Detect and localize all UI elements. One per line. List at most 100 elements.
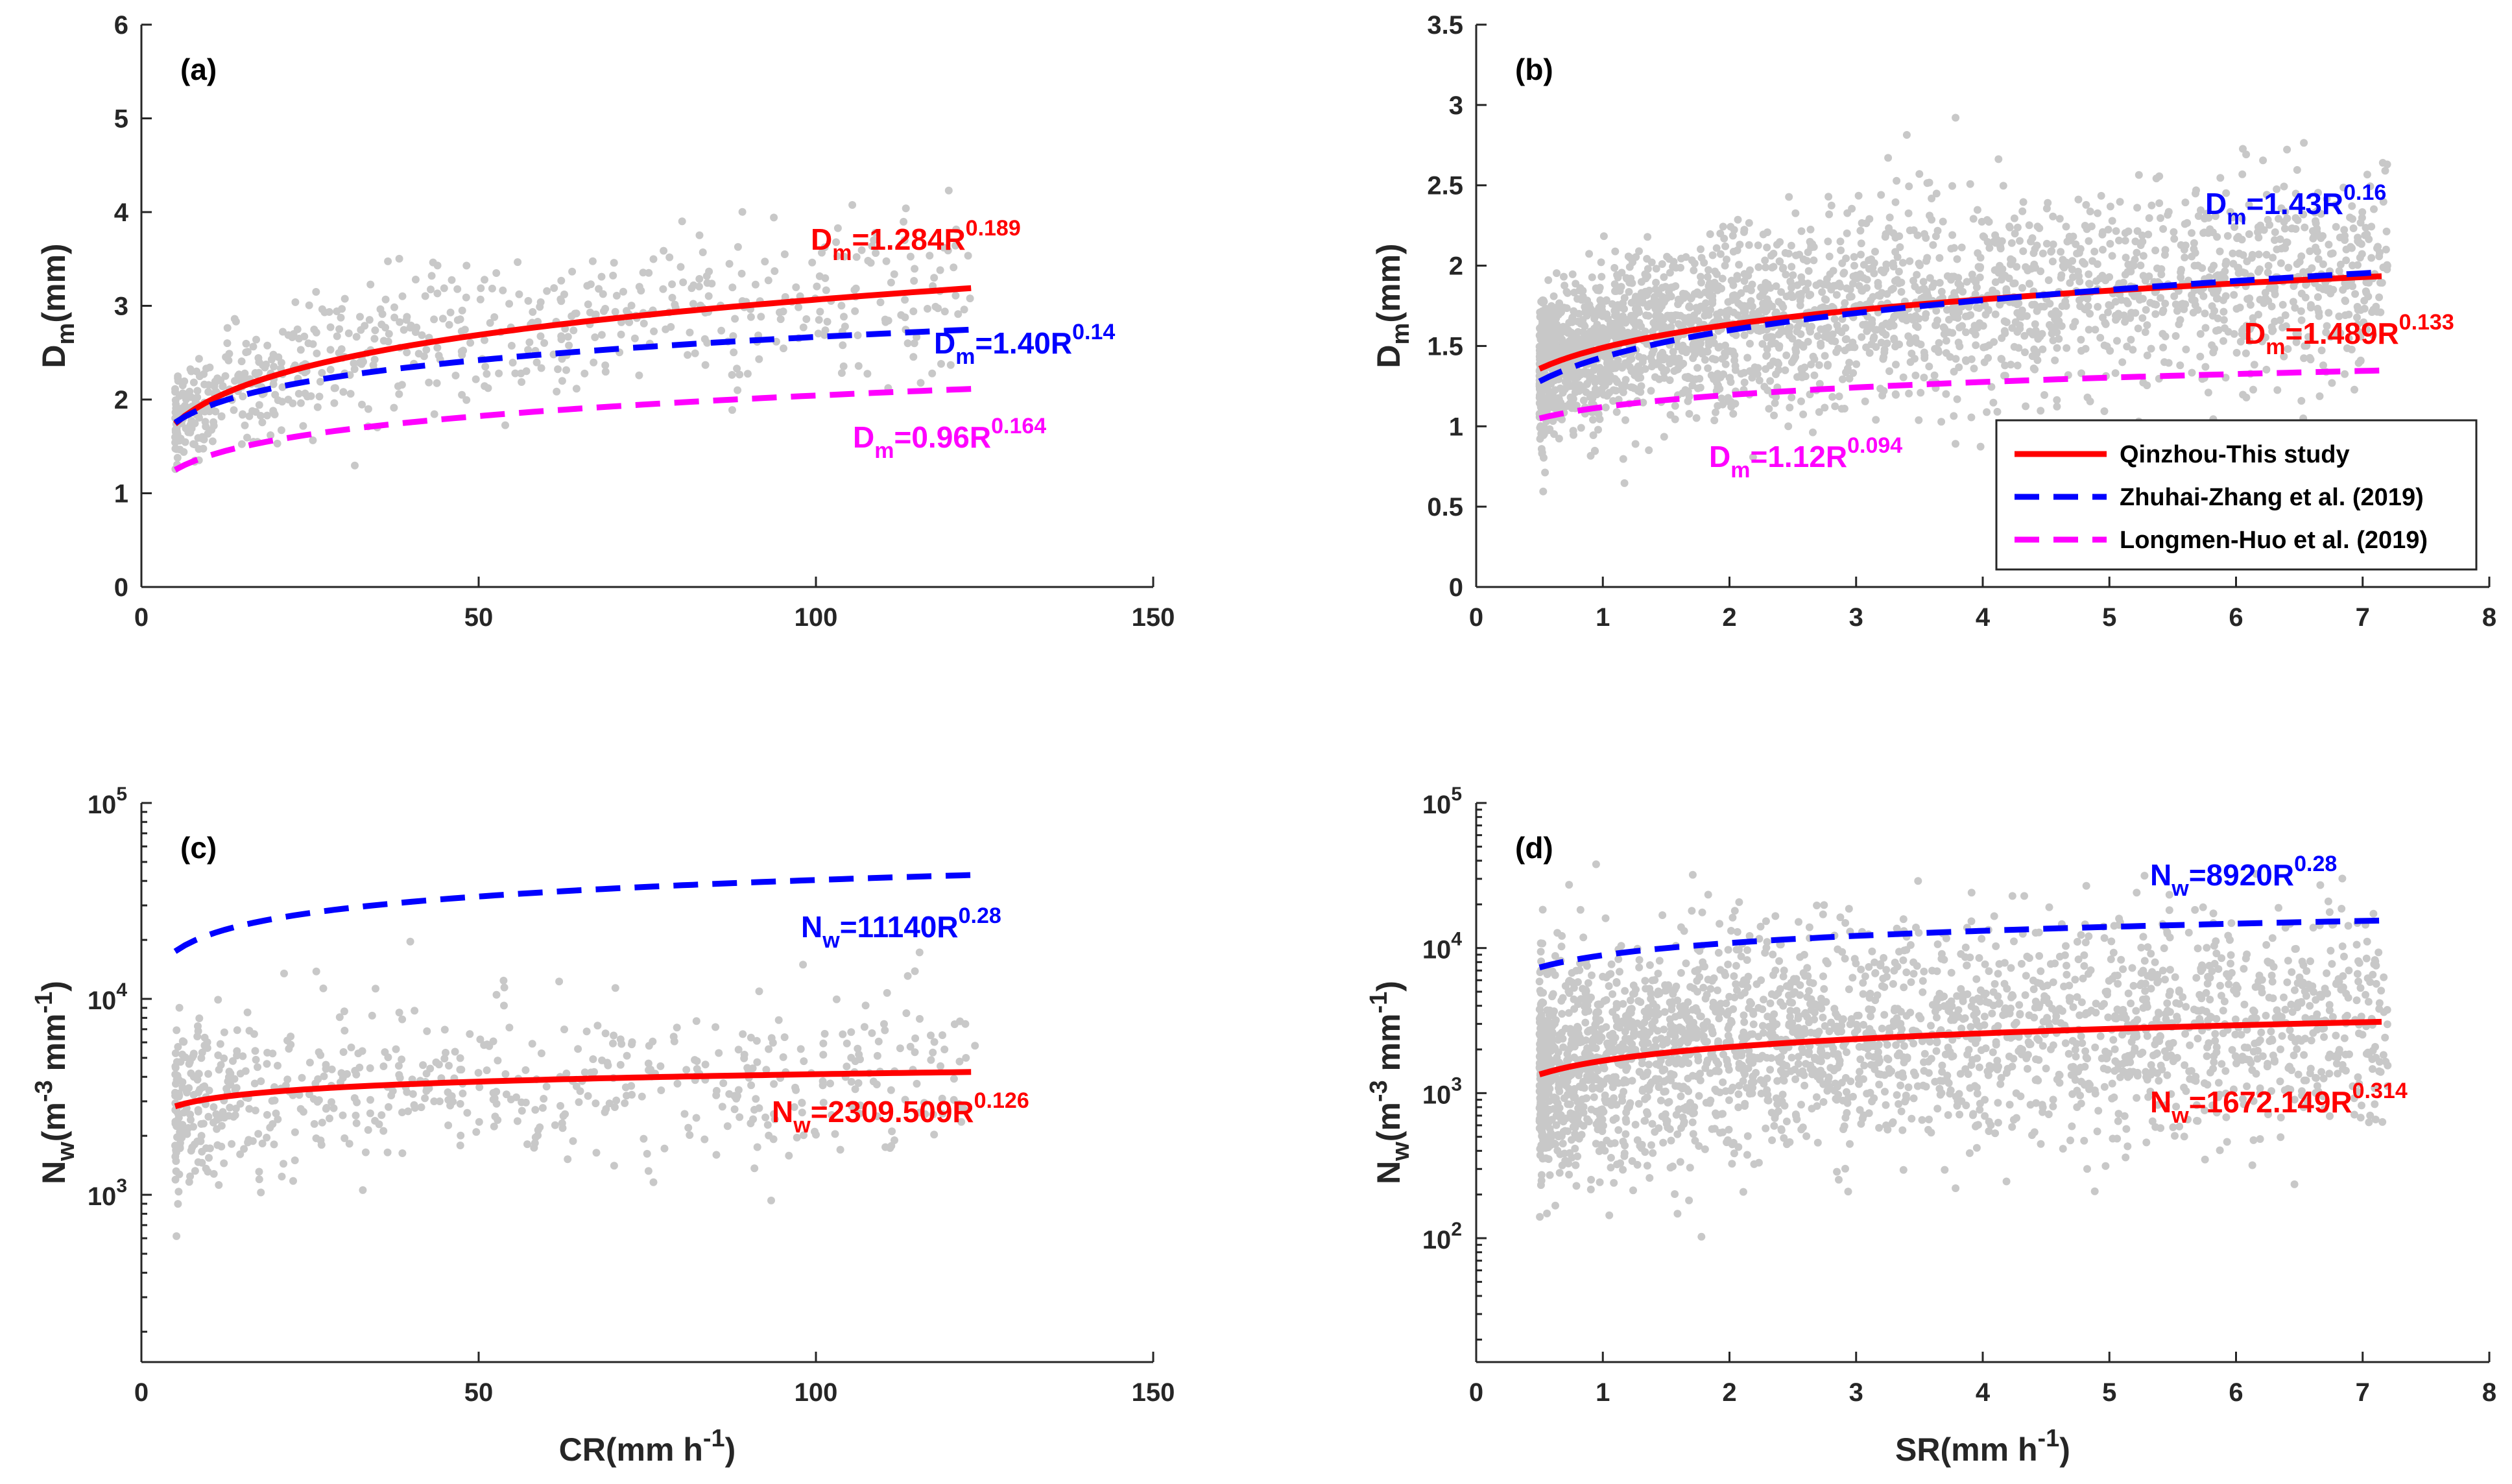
scatter-point (346, 390, 355, 398)
scatter-point (1850, 253, 1858, 261)
scatter-point (2101, 318, 2109, 327)
scatter-point (1925, 1116, 1933, 1123)
scatter-point (1730, 291, 1739, 300)
scatter-point (2147, 201, 2156, 209)
scatter-point (2057, 248, 2065, 256)
scatter-point (1585, 250, 1594, 258)
scatter-point (194, 1106, 202, 1114)
scatter-point (1697, 278, 1705, 287)
scatter-point (433, 344, 442, 352)
scatter-point (1817, 325, 1825, 333)
scatter-point (910, 339, 918, 348)
scatter-point (1721, 360, 1730, 368)
scatter-point (359, 1186, 367, 1194)
scatter-point (409, 1090, 417, 1098)
scatter-point (1818, 288, 1826, 296)
scatter-point (1795, 250, 1804, 259)
scatter-point (180, 1038, 188, 1046)
scatter-point (316, 377, 324, 386)
scatter-point (463, 1108, 472, 1117)
scatter-point (2078, 1039, 2087, 1047)
scatter-point (2073, 1103, 2081, 1111)
scatter-point (2009, 256, 2016, 265)
scatter-point (1782, 351, 1791, 359)
scatter-point (1929, 241, 1937, 249)
scatter-point (864, 257, 872, 265)
scatter-point (2121, 237, 2129, 245)
scatter-point (1944, 1111, 1952, 1119)
scatter-point (2291, 214, 2300, 222)
scatter-point (283, 1036, 291, 1045)
scatter-point (1825, 210, 1834, 219)
scatter-point (2366, 1111, 2374, 1119)
scatter-point (2264, 269, 2272, 277)
scatter-point (1784, 422, 1793, 431)
scatter-point (798, 1099, 806, 1107)
scatter-point (2025, 221, 2033, 230)
scatter-point (1980, 358, 1989, 366)
scatter-point (173, 453, 182, 462)
scatter-point (1674, 295, 1682, 304)
scatter-point (592, 1099, 600, 1108)
scatter-point (1743, 353, 1752, 362)
scatter-point (180, 448, 188, 456)
scatter-point (209, 422, 218, 430)
scatter-point (291, 1156, 299, 1164)
scatter-point (950, 1075, 958, 1083)
scatter-point (1564, 1009, 1573, 1017)
scatter-point (2031, 365, 2039, 374)
scatter-point (2085, 932, 2093, 940)
scatter-point (193, 387, 202, 395)
scatter-point (1675, 354, 1683, 363)
scatter-point (1596, 415, 1604, 424)
scatter-point (1913, 231, 1922, 239)
scatter-point (2091, 326, 2099, 334)
scatter-point (680, 1110, 689, 1118)
scatter-point (2309, 227, 2317, 235)
scatter-point (193, 1075, 202, 1084)
scatter-point (1969, 215, 1978, 223)
scatter-point (2221, 267, 2229, 276)
scatter-point (2345, 334, 2353, 342)
scatter-point (2081, 939, 2090, 946)
scatter-point (173, 1071, 182, 1080)
scatter-point (955, 1057, 964, 1066)
scatter-point (1629, 1186, 1637, 1195)
scatter-point (592, 310, 600, 318)
scatter-point (1575, 369, 1583, 377)
scatter-point (1779, 303, 1788, 311)
scatter-point (610, 1031, 618, 1040)
scatter-point (2055, 335, 2063, 343)
scatter-point (601, 1029, 610, 1038)
scatter-point (1973, 1090, 1981, 1098)
scatter-point (1948, 182, 1956, 190)
scatter-point (1848, 343, 1857, 352)
scatter-point (686, 1131, 694, 1139)
scatter-point (1968, 275, 1977, 283)
scatter-point (1614, 955, 1623, 963)
scatter-point (1927, 1055, 1935, 1063)
scatter-point (725, 259, 734, 268)
scatter-point (1860, 274, 1868, 282)
scatter-point (645, 269, 653, 277)
scatter-point (1799, 410, 1808, 418)
scatter-point (601, 368, 610, 376)
scatter-point (2356, 984, 2365, 992)
scatter-point (233, 1051, 241, 1060)
scatter-point (366, 280, 375, 289)
scatter-point (1535, 346, 1544, 355)
scatter-point (2251, 1039, 2259, 1047)
scatter-point (1539, 296, 1548, 305)
scatter-point (2188, 368, 2196, 377)
scatter-point (679, 278, 688, 287)
scatter-point (350, 1094, 359, 1102)
scatter-point (1920, 230, 1928, 238)
scatter-point (1882, 260, 1891, 269)
scatter-point (1989, 398, 1998, 407)
scatter-point (2155, 199, 2164, 208)
scatter-point (1813, 332, 1822, 341)
scatter-point (911, 967, 919, 975)
scatter-point (1568, 404, 1576, 413)
scatter-point (1891, 342, 1900, 351)
scatter-point (1933, 1013, 1941, 1022)
